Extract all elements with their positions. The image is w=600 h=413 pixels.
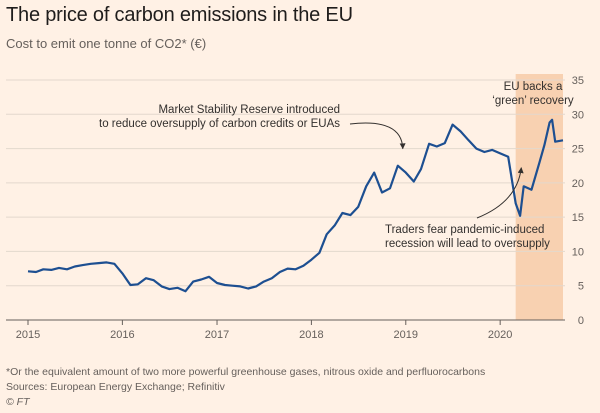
series-line: [27, 118, 564, 293]
annotation-arrow: [476, 167, 524, 219]
annotation-pandemic: Traders fear pandemic-induced recession w…: [385, 224, 550, 250]
y-tick-label: 30: [572, 109, 584, 121]
y-tick-label: 35: [572, 75, 584, 87]
x-tick-label: 2019: [394, 329, 418, 341]
y-tick-label: 0: [578, 315, 584, 327]
footnote: *Or the equivalent amount of two more po…: [6, 366, 486, 378]
annotation-arrow: [349, 122, 406, 150]
y-tick-label: 20: [572, 178, 584, 190]
chart-title: The price of carbon emissions in the EU: [6, 4, 353, 26]
sources: Sources: European Energy Exchange; Refin…: [6, 381, 225, 393]
highlight-band: [515, 74, 563, 320]
chart-subtitle: Cost to emit one tonne of CO2* (€): [6, 36, 207, 51]
x-tick-label: 2020: [488, 329, 512, 341]
y-tick-label: 5: [578, 281, 584, 293]
x-tick-label: 2018: [299, 329, 323, 341]
copyright: © FT: [6, 396, 30, 408]
y-tick-label: 10: [572, 246, 584, 258]
x-tick-label: 2015: [16, 329, 40, 341]
x-tick-label: 2016: [110, 329, 134, 341]
annotation-green-recovery: EU backs a ‘green’ recovery: [492, 81, 574, 107]
x-tick-label: 2017: [205, 329, 229, 341]
y-tick-label: 25: [572, 144, 584, 156]
y-tick-label: 15: [572, 212, 584, 224]
annotation-market-stability: Market Stability Reserve introduced to re…: [99, 104, 340, 130]
